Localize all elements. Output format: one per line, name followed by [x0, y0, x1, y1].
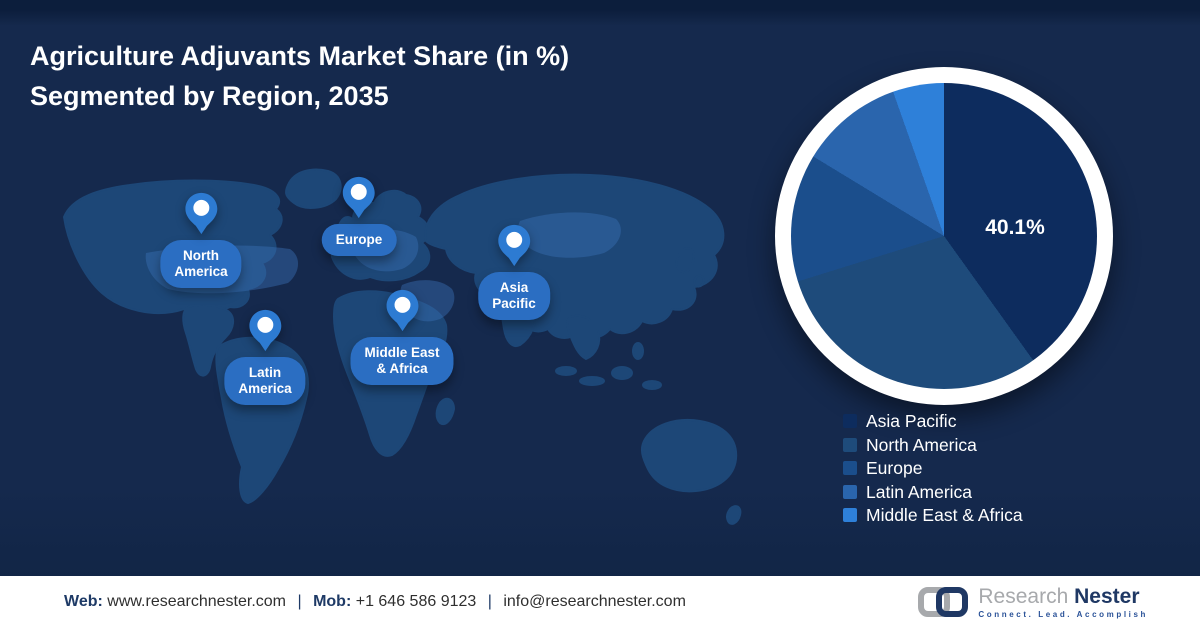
legend-item-asia-pacific: Asia Pacific	[843, 412, 1023, 430]
pie-slice-label: 40.1%	[985, 216, 1045, 239]
mob-label: Mob:	[313, 593, 352, 610]
legend-item-latin-america: Latin America	[843, 483, 1023, 501]
title-line-2: Segmented by Region, 2035	[30, 81, 389, 111]
logo-text: Research Nester Connect. Lead. Accomplis…	[978, 586, 1148, 619]
legend-swatch	[843, 461, 857, 475]
region-central-america	[182, 303, 234, 377]
separator: |	[487, 593, 492, 610]
page-title: Agriculture Adjuvants Market Share (in %…	[30, 36, 569, 116]
island-philippines	[632, 342, 644, 360]
phone-link[interactable]: +1 646 586 9123	[355, 593, 477, 610]
pie	[791, 83, 1097, 389]
continent-australia	[640, 419, 738, 493]
map-pin-group-asia-pacific: Asia Pacific	[478, 223, 550, 320]
location-pin-icon	[185, 192, 217, 235]
island-new-guinea	[642, 380, 662, 390]
map-pin-group-europe: Europe	[321, 175, 397, 256]
research-nester-logo: Research Nester Connect. Lead. Accomplis…	[917, 584, 1148, 620]
pie-chart: 40.1%	[775, 67, 1113, 405]
highlight-central-asia	[518, 212, 621, 258]
map-label-north-america: North America	[160, 240, 242, 288]
legend-swatch	[843, 414, 857, 428]
logo-name: Research Nester	[978, 584, 1140, 608]
location-pin-icon	[343, 176, 375, 219]
logo-chain-icon	[918, 587, 969, 617]
location-pin-icon	[249, 309, 281, 352]
web-label: Web:	[64, 593, 103, 610]
island-greenland	[285, 168, 342, 209]
location-pin-icon	[386, 289, 418, 332]
footer-bar: Web: www.researchnester.com | Mob: +1 64…	[0, 576, 1200, 628]
legend-item-middle-east-africa: Middle East & Africa	[843, 506, 1023, 524]
email-link[interactable]: info@researchnester.com	[503, 593, 686, 610]
legend-item-north-america: North America	[843, 436, 1023, 454]
map-label-asia-pacific: Asia Pacific	[478, 272, 550, 320]
island-new-zealand	[725, 505, 742, 525]
island-sumatra	[555, 366, 577, 376]
legend-swatch	[843, 508, 857, 522]
logo-tagline: Connect. Lead. Accomplish	[978, 609, 1148, 619]
map-label-middle-east-africa: Middle East & Africa	[350, 337, 454, 385]
website-link[interactable]: www.researchnester.com	[107, 593, 286, 610]
footer-contact: Web: www.researchnester.com | Mob: +1 64…	[64, 593, 686, 611]
map-label-europe: Europe	[321, 224, 397, 256]
island-borneo	[611, 366, 633, 380]
legend-swatch	[843, 437, 857, 452]
location-pin-icon	[498, 224, 530, 267]
island-japan-south	[693, 274, 705, 288]
island-madagascar	[435, 397, 455, 425]
title-line-1: Agriculture Adjuvants Market Share (in %…	[30, 41, 570, 71]
map-pin-group-north-america: North America	[160, 191, 242, 288]
island-java	[579, 376, 605, 386]
pie-legend: Asia Pacific North America Europe Latin …	[843, 412, 1023, 524]
region-southeast-asia	[566, 314, 601, 360]
legend-item-europe: Europe	[843, 459, 1023, 477]
legend-swatch	[843, 484, 857, 499]
map-pin-group-latin-america: Latin America	[224, 308, 306, 405]
separator: |	[297, 593, 302, 610]
island-japan	[675, 247, 695, 273]
map-label-latin-america: Latin America	[224, 357, 306, 405]
map-pin-group-middle-east-africa: Middle East & Africa	[350, 288, 454, 385]
